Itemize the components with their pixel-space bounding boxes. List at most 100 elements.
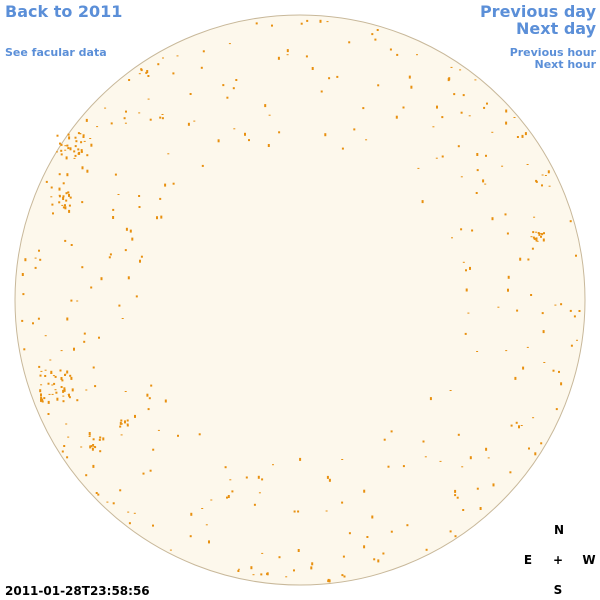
facula (98, 336, 100, 339)
facula (542, 330, 545, 334)
back-link[interactable]: Back to 2011 (5, 2, 122, 21)
facula (90, 445, 93, 448)
facula (454, 535, 457, 538)
facula (461, 466, 464, 468)
facula (506, 232, 509, 235)
facula (516, 309, 519, 312)
facula (540, 442, 543, 445)
facula (319, 19, 322, 23)
facula (34, 257, 37, 259)
facula (536, 240, 539, 242)
facula (520, 425, 523, 426)
previous-hour-link[interactable]: Previous hour (510, 46, 597, 59)
facula (530, 236, 533, 238)
facula (167, 153, 170, 155)
facula (516, 136, 519, 138)
facula (92, 366, 95, 369)
facula (491, 217, 494, 221)
facula (326, 475, 329, 479)
facula (189, 93, 192, 95)
facula (217, 139, 220, 143)
facula (133, 512, 136, 514)
next-hour-link[interactable]: Next hour (535, 58, 597, 71)
facula (67, 436, 70, 438)
facula (261, 478, 264, 481)
facula (83, 140, 86, 142)
facula (40, 370, 43, 372)
facula (460, 176, 463, 178)
facula (425, 548, 428, 551)
facula (106, 501, 109, 503)
facula (336, 75, 339, 78)
facula (70, 299, 73, 302)
facula (129, 229, 132, 233)
facula (161, 117, 164, 120)
facula (532, 236, 535, 239)
facula (112, 208, 115, 211)
facula (40, 393, 42, 397)
facula (531, 247, 534, 250)
facula (52, 212, 54, 215)
facula (125, 227, 128, 231)
facula (69, 374, 72, 377)
facula (159, 197, 162, 200)
facula (548, 185, 551, 187)
facula (80, 446, 83, 448)
facula (535, 231, 538, 233)
facula (126, 419, 129, 422)
facula (76, 399, 79, 402)
facula (492, 483, 495, 487)
facula (484, 183, 487, 185)
facula (73, 347, 75, 351)
facula (491, 131, 494, 133)
facula (85, 118, 88, 122)
facula (462, 261, 465, 263)
facula (39, 389, 42, 393)
facula (88, 434, 91, 436)
facula (402, 465, 405, 468)
facula (39, 374, 42, 377)
facula (390, 530, 393, 533)
facula (64, 239, 67, 242)
facula (70, 376, 73, 380)
facula (293, 569, 295, 572)
facula (62, 395, 65, 397)
facula (65, 423, 68, 425)
facula (65, 192, 68, 195)
facula (63, 387, 66, 391)
facula (124, 391, 127, 392)
facula (81, 201, 84, 204)
facula (348, 532, 351, 535)
facula (62, 389, 65, 393)
facula (48, 393, 51, 395)
facula (297, 549, 300, 552)
facula (363, 489, 366, 493)
facula (255, 22, 258, 25)
facula (530, 294, 533, 296)
facula (521, 134, 524, 138)
facula (82, 134, 85, 137)
facula (142, 472, 145, 475)
facula (341, 147, 344, 150)
facula (540, 235, 542, 238)
facular-link[interactable]: See facular data (5, 46, 107, 59)
facula (464, 332, 467, 335)
facula (555, 408, 558, 411)
facula (342, 555, 345, 558)
facula (479, 507, 482, 510)
facula (99, 436, 102, 439)
facula (119, 421, 122, 425)
facula (362, 107, 365, 110)
facula (89, 445, 92, 449)
facula (417, 167, 420, 169)
facula (459, 69, 462, 71)
facula (64, 206, 67, 210)
facula (23, 348, 26, 351)
previous-day-link[interactable]: Previous day (480, 2, 597, 21)
next-day-link[interactable]: Next day (516, 19, 597, 38)
facula (77, 148, 80, 151)
facula (51, 393, 54, 395)
facula (32, 322, 34, 325)
facula (58, 195, 61, 198)
facula (475, 192, 478, 194)
